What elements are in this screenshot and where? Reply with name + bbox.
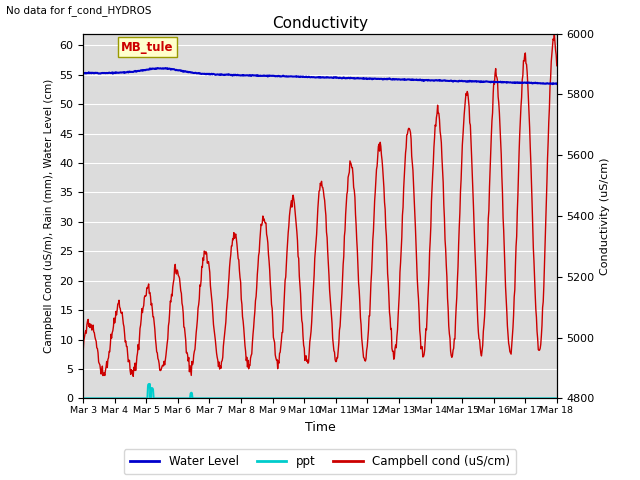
Legend: Water Level, ppt, Campbell cond (uS/cm): Water Level, ppt, Campbell cond (uS/cm) <box>124 449 516 474</box>
Title: Conductivity: Conductivity <box>272 16 368 31</box>
Y-axis label: Campbell Cond (uS/m), Rain (mm), Water Level (cm): Campbell Cond (uS/m), Rain (mm), Water L… <box>44 79 54 353</box>
Text: MB_tule: MB_tule <box>121 41 173 54</box>
X-axis label: Time: Time <box>305 420 335 433</box>
Y-axis label: Conductivity (uS/cm): Conductivity (uS/cm) <box>600 157 611 275</box>
Text: No data for f_cond_HYDROS: No data for f_cond_HYDROS <box>6 5 152 16</box>
